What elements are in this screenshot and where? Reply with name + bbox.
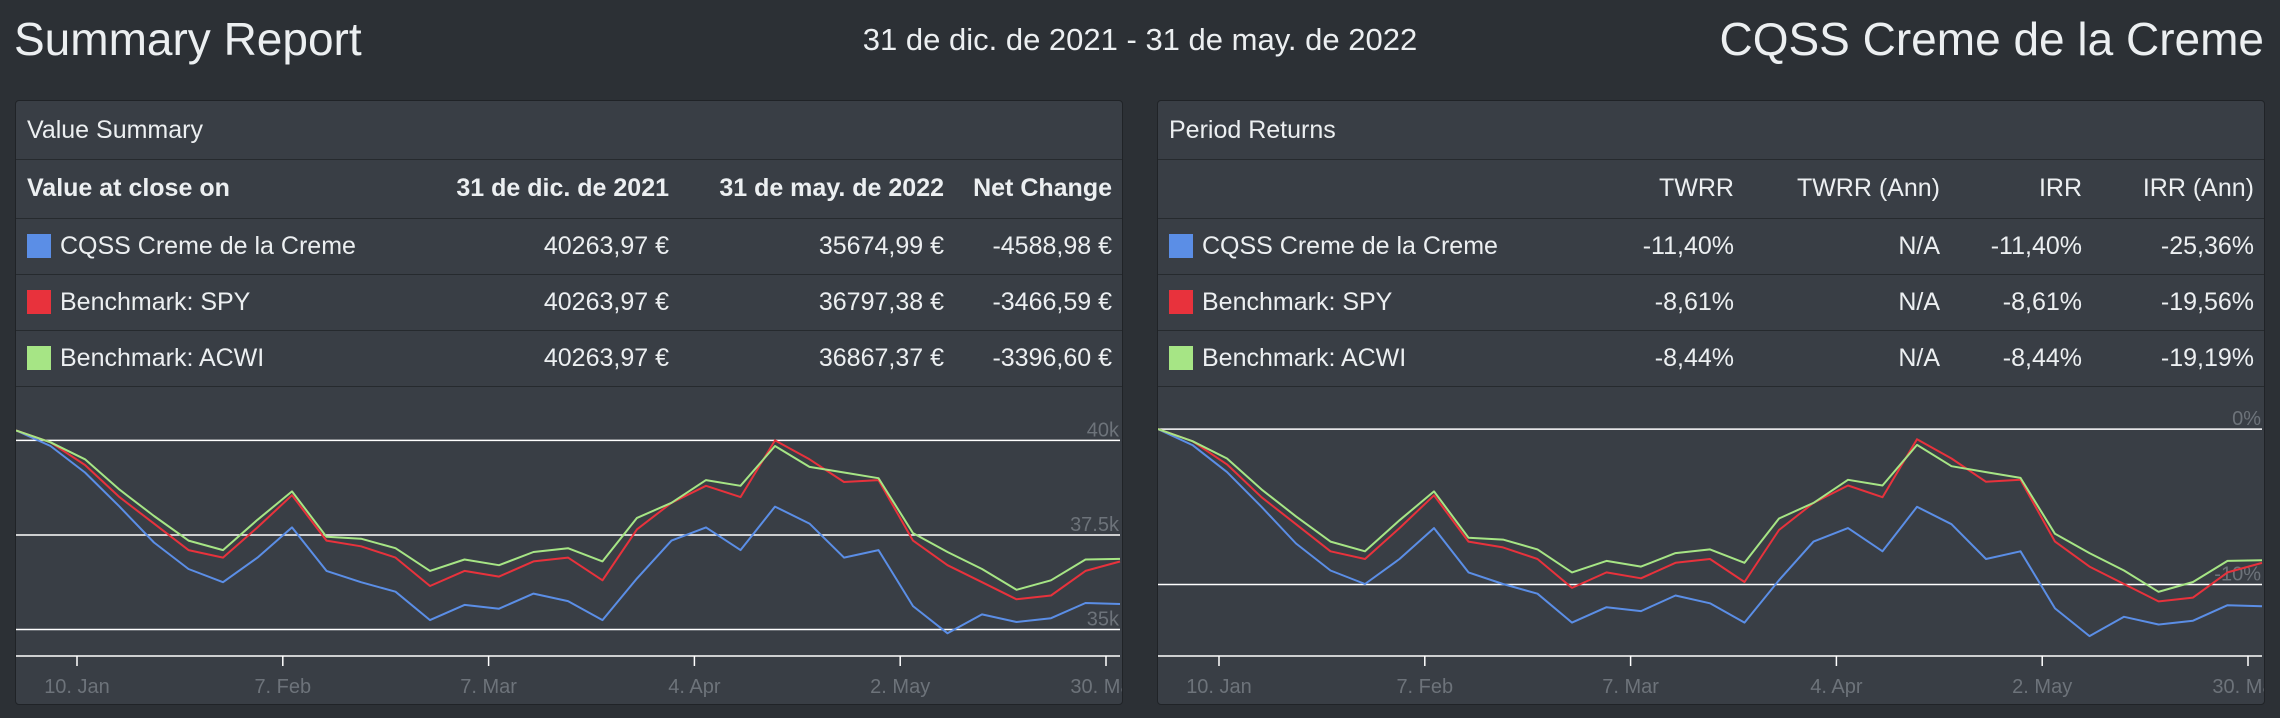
- end-value: 36797,38 €: [681, 274, 956, 331]
- returns-chart: 0% -10% 10. Jan 7. Feb 7. Mar 4. Apr 2. May 30.…: [1158, 408, 2265, 698]
- twrr: -8,44%: [1578, 330, 1746, 387]
- report-title: Summary Report: [14, 13, 362, 65]
- twrr-ann: N/A: [1746, 330, 1952, 387]
- table-row: Benchmark: ACWI 40263,97 € 36867,37 € -3…: [16, 330, 1122, 387]
- x-tick-label: 4. Apr: [1810, 676, 1863, 698]
- table-header-row: Value at close on 31 de dic. de 2021 31 …: [16, 160, 1122, 219]
- irr: -11,40%: [1952, 218, 2094, 275]
- value-chart: 40k 37.5k 35k 10. Jan 7. Feb 7. Mar 4. Apr 2. M…: [16, 419, 1123, 698]
- table-row: CQSS Creme de la Creme 40263,97 € 35674,…: [16, 218, 1122, 275]
- twrr: -11,40%: [1578, 218, 1746, 275]
- series-swatch: [27, 345, 51, 370]
- end-value: 36867,37 €: [681, 330, 956, 387]
- series-line: [16, 429, 1121, 635]
- value-summary-panel: Value Summary Value at close on 31 de di…: [15, 100, 1123, 705]
- value-summary-title: Value Summary: [16, 101, 1122, 160]
- row-name: Benchmark: SPY: [60, 287, 251, 316]
- twrr: -8,61%: [1578, 274, 1746, 331]
- y-tick-label: -10%: [2214, 564, 2261, 586]
- x-tick-label: 10. Jan: [1186, 676, 1252, 698]
- series-line: [1158, 428, 2263, 638]
- y-tick-label: 37.5k: [1070, 514, 1120, 536]
- x-tick-label: 7. Feb: [254, 676, 311, 698]
- x-tick-label: 7. Mar: [460, 676, 517, 698]
- net-change: -4588,98 €: [956, 218, 1122, 275]
- row-name: Benchmark: ACWI: [60, 343, 265, 372]
- series-line: [16, 429, 1121, 591]
- irr-ann: -19,19%: [2094, 330, 2264, 387]
- column-header: IRR: [1952, 160, 2094, 219]
- column-header: Net Change: [956, 160, 1122, 219]
- start-value: 40263,97 €: [406, 274, 681, 331]
- series-swatch: [1169, 233, 1193, 258]
- row-name: Benchmark: ACWI: [1202, 343, 1407, 372]
- y-tick-label: 0%: [2232, 408, 2261, 430]
- date-range: 31 de dic. de 2021 - 31 de may. de 2022: [862, 22, 1418, 57]
- column-header: [1158, 160, 1578, 219]
- x-tick-label: 10. Jan: [44, 676, 110, 698]
- table-row: Benchmark: SPY -8,61% N/A -8,61% -19,56%: [1158, 274, 2264, 331]
- x-tick-label: 4. Apr: [668, 676, 721, 698]
- series-swatch: [1169, 289, 1193, 314]
- portfolio-name: CQSS Creme de la Creme: [1719, 13, 2265, 65]
- row-name: Benchmark: SPY: [1202, 287, 1393, 316]
- end-value: 35674,99 €: [681, 218, 956, 275]
- series-swatch: [1169, 345, 1193, 370]
- table-header-row: TWRR TWRR (Ann) IRR IRR (Ann): [1158, 160, 2264, 219]
- x-tick-label: 2. May: [2012, 676, 2072, 698]
- column-header: Value at close on: [16, 160, 406, 219]
- series-swatch: [27, 289, 51, 314]
- series-line: [16, 429, 1121, 601]
- irr-ann: -25,36%: [2094, 218, 2264, 275]
- twrr-ann: N/A: [1746, 274, 1952, 331]
- period-returns-title: Period Returns: [1158, 101, 2264, 160]
- row-name: CQSS Creme de la Creme: [60, 231, 356, 260]
- net-change: -3466,59 €: [956, 274, 1122, 331]
- table-row: CQSS Creme de la Creme -11,40% N/A -11,4…: [1158, 218, 2264, 275]
- y-tick-label: 35k: [1087, 609, 1120, 631]
- irr-ann: -19,56%: [2094, 274, 2264, 331]
- x-tick-label: 7. Mar: [1602, 676, 1659, 698]
- net-change: -3396,60 €: [956, 330, 1122, 387]
- row-name: CQSS Creme de la Creme: [1202, 231, 1498, 260]
- column-header: 31 de may. de 2022: [681, 160, 956, 219]
- series-swatch: [27, 233, 51, 258]
- table-row: Benchmark: SPY 40263,97 € 36797,38 € -34…: [16, 274, 1122, 331]
- start-value: 40263,97 €: [406, 330, 681, 387]
- table-row: Benchmark: ACWI -8,44% N/A -8,44% -19,19…: [1158, 330, 2264, 387]
- irr: -8,61%: [1952, 274, 2094, 331]
- x-tick-label: 30. May: [1070, 676, 1123, 698]
- x-tick-label: 7. Feb: [1396, 676, 1453, 698]
- y-tick-label: 40k: [1087, 419, 1120, 441]
- irr: -8,44%: [1952, 330, 2094, 387]
- column-header: 31 de dic. de 2021: [406, 160, 681, 219]
- x-tick-label: 2. May: [870, 676, 930, 698]
- value-summary-table: Value at close on 31 de dic. de 2021 31 …: [16, 160, 1122, 387]
- twrr-ann: N/A: [1746, 218, 1952, 275]
- column-header: TWRR: [1578, 160, 1746, 219]
- report-header: Summary Report 31 de dic. de 2021 - 31 d…: [0, 0, 2280, 80]
- x-tick-label: 30. May: [2212, 676, 2265, 698]
- series-line: [1158, 428, 2263, 593]
- series-line: [1158, 428, 2263, 603]
- period-returns-table: TWRR TWRR (Ann) IRR IRR (Ann) CQSS Creme…: [1158, 160, 2264, 387]
- column-header: IRR (Ann): [2094, 160, 2264, 219]
- start-value: 40263,97 €: [406, 218, 681, 275]
- column-header: TWRR (Ann): [1746, 160, 1952, 219]
- period-returns-panel: Period Returns TWRR TWRR (Ann) IRR IRR (…: [1157, 100, 2265, 705]
